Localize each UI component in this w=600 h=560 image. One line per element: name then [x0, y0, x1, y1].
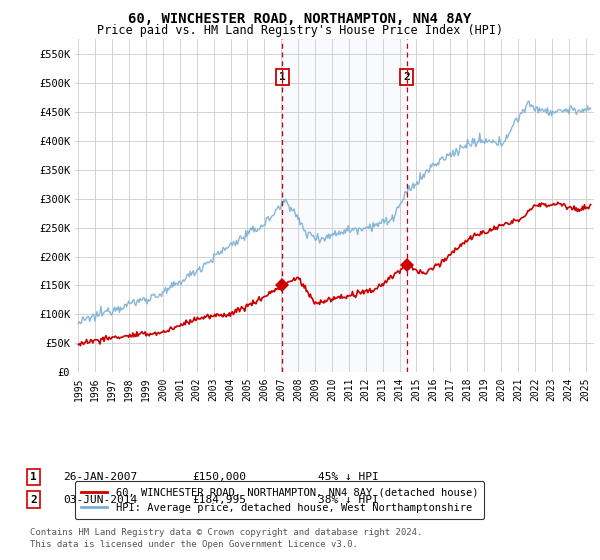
- Text: Contains HM Land Registry data © Crown copyright and database right 2024.
This d: Contains HM Land Registry data © Crown c…: [30, 528, 422, 549]
- Text: 45% ↓ HPI: 45% ↓ HPI: [318, 472, 379, 482]
- Text: 60, WINCHESTER ROAD, NORTHAMPTON, NN4 8AY: 60, WINCHESTER ROAD, NORTHAMPTON, NN4 8A…: [128, 12, 472, 26]
- Text: Price paid vs. HM Land Registry's House Price Index (HPI): Price paid vs. HM Land Registry's House …: [97, 24, 503, 36]
- Text: £184,995: £184,995: [192, 494, 246, 505]
- Text: 1: 1: [279, 72, 286, 82]
- Text: 2: 2: [403, 72, 410, 82]
- Text: 38% ↓ HPI: 38% ↓ HPI: [318, 494, 379, 505]
- Text: 2: 2: [30, 494, 37, 505]
- Legend: 60, WINCHESTER ROAD, NORTHAMPTON, NN4 8AY (detached house), HPI: Average price, : 60, WINCHESTER ROAD, NORTHAMPTON, NN4 8A…: [75, 481, 484, 519]
- Bar: [283, 39, 407, 372]
- Text: 26-JAN-2007: 26-JAN-2007: [63, 472, 137, 482]
- Text: £150,000: £150,000: [192, 472, 246, 482]
- Text: 1: 1: [30, 472, 37, 482]
- Text: 03-JUN-2014: 03-JUN-2014: [63, 494, 137, 505]
